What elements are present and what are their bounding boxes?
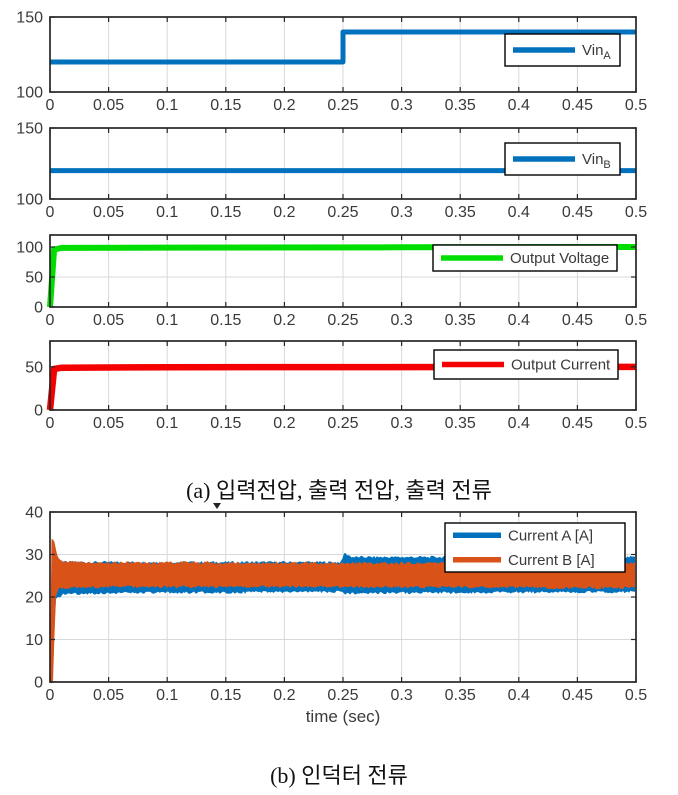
- x-tick-label: 0.2: [273, 204, 295, 221]
- x-tick-label: 0: [46, 312, 55, 329]
- x-tick-label: 0.05: [93, 415, 124, 432]
- x-tick-label: 0.35: [445, 204, 476, 221]
- x-tick-label: 0.15: [210, 312, 241, 329]
- x-tick-label: 0.45: [562, 687, 593, 704]
- x-tick-label: 0.3: [390, 97, 412, 114]
- x-tick-label: 0.45: [562, 415, 593, 432]
- tick-marks: [49, 511, 637, 683]
- x-tick-label: 0.05: [93, 97, 124, 114]
- x-tick-label: 0.5: [625, 687, 647, 704]
- y-tick-label: 150: [16, 121, 43, 138]
- x-tick-label: 0.2: [273, 415, 295, 432]
- x-tick-label: 0.1: [156, 204, 178, 221]
- x-tick-label: 0.35: [445, 415, 476, 432]
- x-tick-label: 0.3: [390, 415, 412, 432]
- y-tick-label: 50: [25, 359, 43, 376]
- y-tick-label: 100: [16, 192, 43, 209]
- legend-entry-label: Output Current: [511, 357, 611, 374]
- triangle-artifact: [213, 503, 221, 509]
- x-tick-label: 0.1: [156, 687, 178, 704]
- y-tick-label: 10: [25, 632, 43, 649]
- x-tick-label: 0.5: [625, 204, 647, 221]
- x-tick-label: 0.25: [327, 97, 358, 114]
- x-tick-label: 0.5: [625, 312, 647, 329]
- legend-subscript: A: [603, 50, 611, 62]
- legend-entry-label: Current B [A]: [508, 552, 595, 569]
- x-tick-label: 0.5: [625, 97, 647, 114]
- x-tick-label: 0.05: [93, 687, 124, 704]
- x-tick-label: 0.25: [327, 312, 358, 329]
- x-tick-label: 0.4: [508, 312, 530, 329]
- y-tick-label: 0: [34, 675, 43, 692]
- tick-marks: [49, 127, 637, 200]
- x-tick-label: 0.35: [445, 312, 476, 329]
- y-tick-label: 0: [34, 300, 43, 317]
- legend: VinB: [504, 142, 621, 176]
- y-tick-label: 150: [16, 10, 43, 27]
- legend: VinA: [504, 33, 621, 67]
- legend: Output Voltage: [432, 244, 618, 272]
- y-tick-label: 40: [25, 505, 43, 522]
- x-tick-label: 0.15: [210, 204, 241, 221]
- legend: Current A [A] Current B [A]: [444, 522, 626, 573]
- x-tick-label: 0.3: [390, 204, 412, 221]
- y-tick-label: 20: [25, 590, 43, 607]
- legend-subscript: B: [603, 159, 610, 171]
- x-tick-label: 0.15: [210, 415, 241, 432]
- x-tick-label: 0.25: [327, 415, 358, 432]
- x-axis-label: time (sec): [306, 707, 381, 726]
- y-tick-label: 30: [25, 547, 43, 564]
- plot-output-current: 0 0.05 0.1 0.15 0.2 0.25 0.3 0.35 0.4 0.45 0.5 0 50 O…: [25, 340, 647, 432]
- y-tick-label: 0: [34, 403, 43, 420]
- plot-vin-b: 0 0.05 0.1 0.15 0.2 0.25 0.3 0.35 0.4 0.45 0.5 100 1…: [16, 121, 647, 222]
- x-tick-label: 0.45: [562, 312, 593, 329]
- x-tick-label: 0.2: [273, 97, 295, 114]
- x-tick-label: 0: [46, 415, 55, 432]
- plot-vin-a: 0 0.05 0.1 0.15 0.2 0.25 0.3 0.35 0.4 0.45 0.5 100 1…: [16, 10, 647, 115]
- y-tick-label: 50: [25, 270, 43, 287]
- caption-a: (a) 입력전압, 출력 전압, 출력 전류: [186, 478, 492, 503]
- x-tick-label: 0.05: [93, 312, 124, 329]
- legend: Output Current: [433, 349, 619, 380]
- tick-marks: [49, 16, 637, 93]
- y-tick-label: 100: [16, 85, 43, 102]
- x-tick-label: 0.4: [508, 687, 530, 704]
- x-tick-label: 0.3: [390, 687, 412, 704]
- x-tick-label: 0: [46, 687, 55, 704]
- x-tick-label: 0.15: [210, 687, 241, 704]
- x-tick-label: 0.3: [390, 312, 412, 329]
- x-tick-label: 0: [46, 97, 55, 114]
- x-tick-label: 0.35: [445, 687, 476, 704]
- caption-b: (b) 인덕터 전류: [270, 763, 408, 788]
- x-tick-label: 0.5: [625, 415, 647, 432]
- y-tick-label: 100: [16, 240, 43, 257]
- x-tick-label: 0.05: [93, 204, 124, 221]
- plot-inductor-currents: 0 0.05 0.1 0.15 0.2 0.25 0.3 0.35 0.4 0.45 0.5 0 10 2…: [25, 505, 647, 727]
- x-tick-label: 0.25: [327, 204, 358, 221]
- x-tick-label: 0.1: [156, 97, 178, 114]
- x-tick-label: 0.45: [562, 97, 593, 114]
- x-tick-label: 0.1: [156, 415, 178, 432]
- x-tick-label: 0.2: [273, 687, 295, 704]
- x-tick-label: 0: [46, 204, 55, 221]
- x-tick-label: 0.4: [508, 415, 530, 432]
- plot-output-voltage: 0 0.05 0.1 0.15 0.2 0.25 0.3 0.35 0.4 0.45 0.5 0 50 1…: [16, 234, 647, 329]
- tick-marks: [49, 341, 637, 411]
- x-tick-label: 0.4: [508, 204, 530, 221]
- x-tick-label: 0.15: [210, 97, 241, 114]
- series-2-band: [50, 539, 635, 684]
- legend-entry-label: Current A [A]: [508, 527, 593, 544]
- series-1-line: [50, 29, 636, 65]
- legend-entry-label: Output Voltage: [510, 250, 609, 267]
- tick-marks: [49, 235, 637, 308]
- x-tick-label: 0.4: [508, 97, 530, 114]
- x-tick-label: 0.45: [562, 204, 593, 221]
- x-tick-label: 0.2: [273, 312, 295, 329]
- series-1-line: [46, 363, 637, 411]
- x-tick-label: 0.1: [156, 312, 178, 329]
- x-tick-label: 0.25: [327, 687, 358, 704]
- x-tick-label: 0.35: [445, 97, 476, 114]
